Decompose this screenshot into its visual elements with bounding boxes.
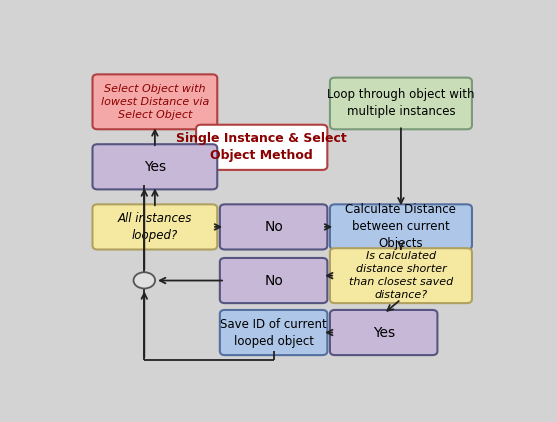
Text: Yes: Yes xyxy=(373,325,395,340)
Text: Calculate Distance
between current
Objects: Calculate Distance between current Objec… xyxy=(345,203,456,250)
Text: Single Instance & Select
Object Method: Single Instance & Select Object Method xyxy=(177,133,347,162)
FancyBboxPatch shape xyxy=(92,204,217,249)
Text: Is calculated
distance shorter
than closest saved
distance?: Is calculated distance shorter than clos… xyxy=(349,251,453,300)
FancyBboxPatch shape xyxy=(330,78,472,129)
FancyBboxPatch shape xyxy=(330,204,472,249)
Text: Save ID of current
looped object: Save ID of current looped object xyxy=(220,317,327,348)
FancyBboxPatch shape xyxy=(220,258,328,303)
FancyBboxPatch shape xyxy=(330,310,437,355)
FancyBboxPatch shape xyxy=(330,248,472,303)
FancyBboxPatch shape xyxy=(220,310,328,355)
Text: No: No xyxy=(264,273,283,287)
Text: Yes: Yes xyxy=(144,160,166,174)
Text: No: No xyxy=(264,220,283,234)
FancyBboxPatch shape xyxy=(196,125,328,170)
Circle shape xyxy=(134,272,155,289)
Text: Select Object with
lowest Distance via
Select Object: Select Object with lowest Distance via S… xyxy=(101,84,209,120)
Text: All instances
looped?: All instances looped? xyxy=(118,212,192,242)
FancyBboxPatch shape xyxy=(220,204,328,249)
FancyBboxPatch shape xyxy=(92,144,217,189)
FancyBboxPatch shape xyxy=(92,74,217,129)
Text: Loop through object with
multiple instances: Loop through object with multiple instan… xyxy=(327,89,475,119)
